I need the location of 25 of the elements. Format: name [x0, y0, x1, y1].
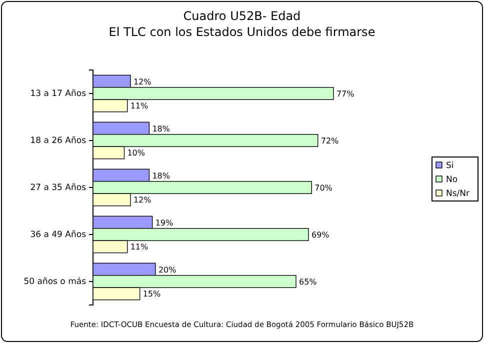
data-label: 18%	[152, 124, 170, 134]
data-label: 69%	[311, 230, 330, 240]
chart-subtitle: El TLC con los Estados Unidos debe firmarse	[108, 25, 376, 39]
data-label: 11%	[130, 242, 149, 252]
legend-label: Ns/Nr	[446, 189, 470, 199]
data-label: 15%	[142, 290, 162, 299]
legend-label: No	[446, 175, 458, 185]
data-label: 11%	[130, 102, 149, 111]
data-label: 65%	[299, 278, 318, 286]
data-label: 12%	[133, 196, 152, 205]
data-label: 12%	[133, 77, 152, 86]
y-tick-label: 50 años o más	[24, 277, 87, 288]
y-tick-label: 18 a 26 Años	[30, 136, 87, 146]
data-label: 18%	[152, 171, 170, 180]
y-tick-label: 13 a 17 Años	[30, 89, 87, 100]
y-tick-label: 36 a 49 Años	[30, 230, 87, 240]
y-tick-label: 27 a 35 Años	[30, 183, 87, 194]
data-label: 72%	[320, 136, 340, 146]
data-label: 20%	[158, 265, 177, 274]
legend-label: Si	[446, 161, 454, 171]
data-label: 77%	[336, 90, 355, 98]
data-label: 19%	[155, 218, 174, 228]
chart-title: Cuadro U52B- Edad	[183, 9, 301, 23]
data-label: 10%	[127, 148, 146, 158]
data-label: 70%	[314, 184, 333, 192]
